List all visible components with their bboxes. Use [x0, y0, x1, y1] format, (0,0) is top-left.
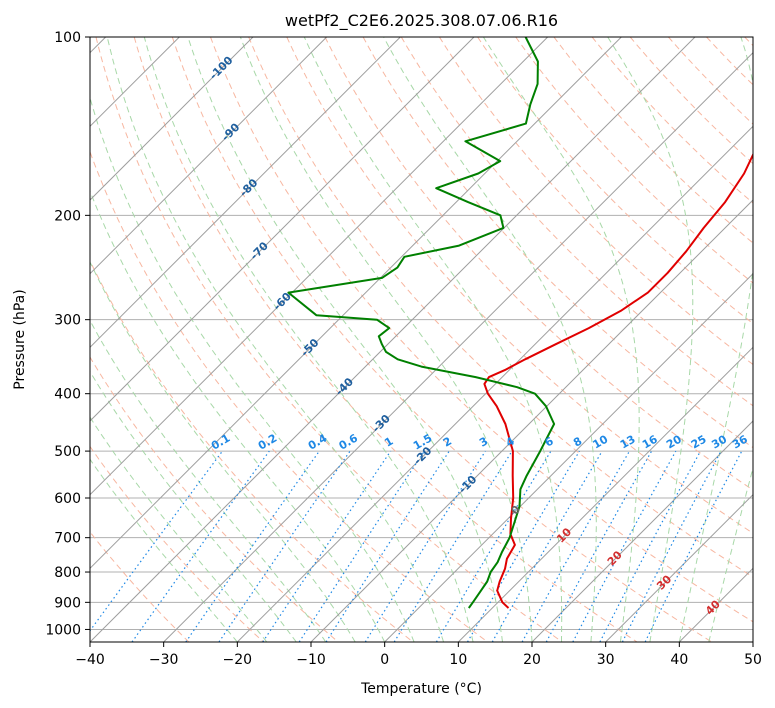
mixing-ratio-line: [466, 450, 580, 642]
x-tick-label: 50: [744, 652, 762, 668]
x-tick-label: 20: [523, 652, 541, 668]
dry-adiabat: [248, 37, 753, 578]
moist-adiabat: [239, 37, 533, 642]
mixing-ratio-line: [572, 450, 677, 642]
mixing-ratio-line: [298, 450, 425, 642]
mixing-ratio-line: [325, 450, 450, 642]
x-tick-label: −10: [296, 652, 326, 668]
isotherm-line: [531, 420, 753, 642]
dry-adiabat: [90, 356, 339, 642]
x-tick-label: −40: [75, 652, 105, 668]
isotherm-line: [457, 346, 753, 642]
isotherm-line: [90, 37, 549, 496]
temperature-profile-line: [483, 152, 753, 609]
dry-adiabat: [95, 37, 563, 642]
dry-adiabat: [553, 37, 753, 244]
mixing-ratio-line: [262, 450, 392, 642]
isotherm-line: [90, 37, 328, 275]
isotherm-line: [90, 37, 696, 642]
chart-title: wetPf2_C2E6.2025.308.07.06.R16: [285, 11, 558, 31]
moist-adiabat: [143, 37, 474, 642]
x-tick-label: 10: [449, 652, 467, 668]
y-tick-label: 300: [54, 313, 81, 329]
moist-adiabat: [90, 370, 297, 642]
isotherm-line: [90, 37, 475, 422]
mixing-ratio-line: [393, 450, 513, 642]
x-axis-title: Temperature (°C): [360, 681, 482, 697]
dry-adiabat: [210, 37, 753, 623]
dry-adiabat: [324, 37, 753, 491]
isotherm-line: [310, 199, 753, 642]
isotherm-line: [605, 493, 753, 642]
moist-adiabat: [708, 466, 753, 642]
isotherm-line: [163, 51, 753, 642]
dry-adiabat: [171, 37, 712, 642]
moist-adiabat: [678, 37, 753, 642]
mixing-ratio-line: [218, 450, 351, 642]
moist-adiabat: [607, 37, 694, 642]
moist-adiabat: [187, 37, 503, 642]
y-tick-label: 700: [54, 531, 81, 547]
moist-adiabat: [90, 260, 356, 642]
isotherm-line: [90, 37, 254, 201]
x-tick-label: 40: [670, 652, 688, 668]
isotherm-line: [90, 37, 622, 570]
dry-adiabat: [90, 445, 264, 642]
moist-adiabat: [303, 37, 563, 642]
moist-adiabat: [383, 37, 597, 642]
y-tick-label: 1000: [45, 622, 81, 638]
moist-adiabat: [106, 37, 445, 642]
x-tick-label: 0: [380, 652, 389, 668]
isotherm-line: [384, 272, 753, 642]
plot-frame: [89, 36, 754, 643]
y-axis-title: Pressure (hPa): [12, 289, 28, 389]
moist-adiabat: [90, 189, 386, 642]
mixing-ratio-line: [364, 450, 486, 642]
dry-adiabat: [400, 37, 753, 407]
isotherm-line: [90, 37, 401, 349]
moist-adiabat: [90, 416, 268, 642]
mixing-ratio-line: [599, 450, 702, 642]
y-tick-label: 500: [54, 444, 81, 460]
x-tick-label: 30: [597, 652, 615, 668]
mixing-ratio-line: [185, 450, 320, 642]
y-tick-label: 400: [54, 387, 81, 403]
moist-adiabat: [90, 319, 327, 642]
dry-adiabat: [286, 37, 753, 534]
y-tick-label: 600: [54, 491, 81, 507]
moist-adiabat: [90, 458, 238, 642]
x-tick-label: −20: [223, 652, 253, 668]
y-tick-label: 900: [54, 595, 81, 611]
dry-adiabat: [90, 259, 414, 642]
x-tick-label: −30: [149, 652, 179, 668]
mixing-ratio-line: [435, 450, 552, 642]
y-tick-label: 800: [54, 565, 81, 581]
moist-adiabat: [482, 37, 640, 642]
isotherm-line: [236, 125, 753, 642]
dry-adiabat: [133, 37, 638, 642]
y-tick-label: 200: [54, 208, 81, 224]
y-tick-label: 100: [54, 30, 81, 46]
dry-adiabat: [591, 37, 753, 204]
dry-adiabat: [438, 37, 753, 366]
dewpoint-profile-line: [287, 37, 556, 609]
dry-adiabat: [90, 150, 488, 642]
